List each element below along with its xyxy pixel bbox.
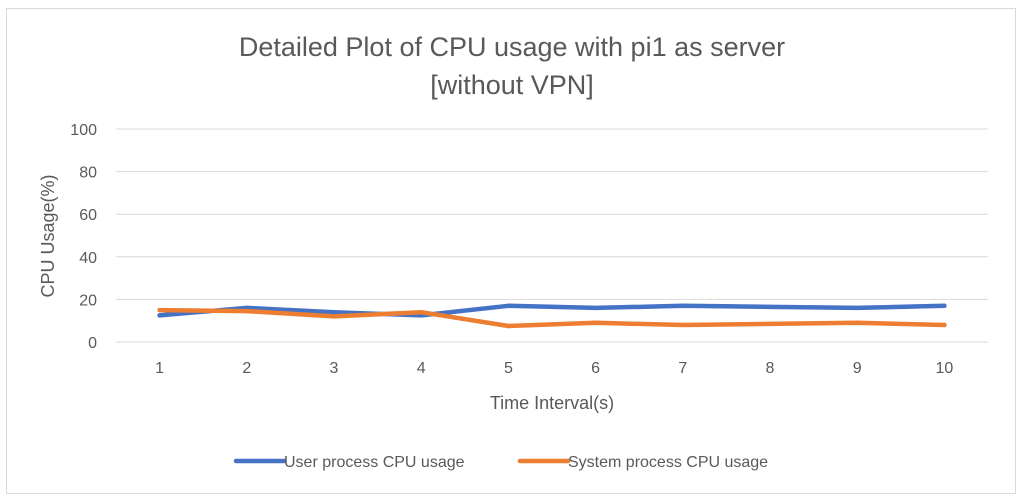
chart-title-line-1: Detailed Plot of CPU usage with pi1 as s… <box>239 32 785 62</box>
series-line-1 <box>157 303 947 318</box>
x-axis-ticks: 1 2 3 4 5 6 7 8 9 10 <box>155 360 953 377</box>
data-point <box>506 303 511 308</box>
data-point <box>157 313 162 318</box>
y-tick-label: 60 <box>79 207 97 224</box>
data-point <box>593 305 598 311</box>
chart-title-line-2: [without VPN] <box>430 70 594 100</box>
x-tick-label: 4 <box>417 360 426 377</box>
data-point <box>942 303 947 308</box>
x-tick-label: 7 <box>678 360 687 377</box>
data-point <box>767 304 773 310</box>
data-point <box>506 323 511 329</box>
x-tick-label: 1 <box>155 360 164 377</box>
y-tick-label: 20 <box>79 292 97 309</box>
x-axis-title: Time Interval(s) <box>490 393 614 413</box>
y-axis-ticks: 0 20 40 60 80 100 <box>70 122 97 352</box>
x-tick-label: 2 <box>242 360 251 377</box>
x-tick-label: 9 <box>853 360 862 377</box>
y-tick-label: 40 <box>79 250 97 267</box>
data-point <box>680 322 685 328</box>
x-tick-label: 6 <box>591 360 600 377</box>
y-tick-label: 100 <box>70 122 97 139</box>
y-tick-label: 80 <box>79 165 97 182</box>
data-point <box>680 303 685 308</box>
legend: User process CPU usage System process CPU… <box>233 454 768 471</box>
legend-label-1: User process CPU usage <box>284 454 465 471</box>
data-point <box>767 321 773 327</box>
data-point <box>942 322 947 328</box>
data-point <box>593 320 598 326</box>
x-tick-label: 10 <box>936 360 954 377</box>
x-tick-label: 5 <box>504 360 513 377</box>
series-line-2 <box>157 307 947 329</box>
x-tick-label: 3 <box>330 360 339 377</box>
y-tick-label: 0 <box>88 335 97 352</box>
x-tick-label: 8 <box>766 360 775 377</box>
data-point <box>157 307 162 313</box>
data-point <box>855 320 860 326</box>
legend-label-2: System process CPU usage <box>568 454 768 471</box>
data-point <box>855 305 860 311</box>
data-point <box>331 309 337 315</box>
data-point <box>419 309 424 315</box>
chart-frame <box>6 8 1016 494</box>
data-point <box>244 308 249 314</box>
gridlines <box>116 128 988 343</box>
series-lines <box>157 303 947 329</box>
data-point <box>331 314 337 319</box>
y-axis-title: CPU Usage(%) <box>38 174 58 297</box>
